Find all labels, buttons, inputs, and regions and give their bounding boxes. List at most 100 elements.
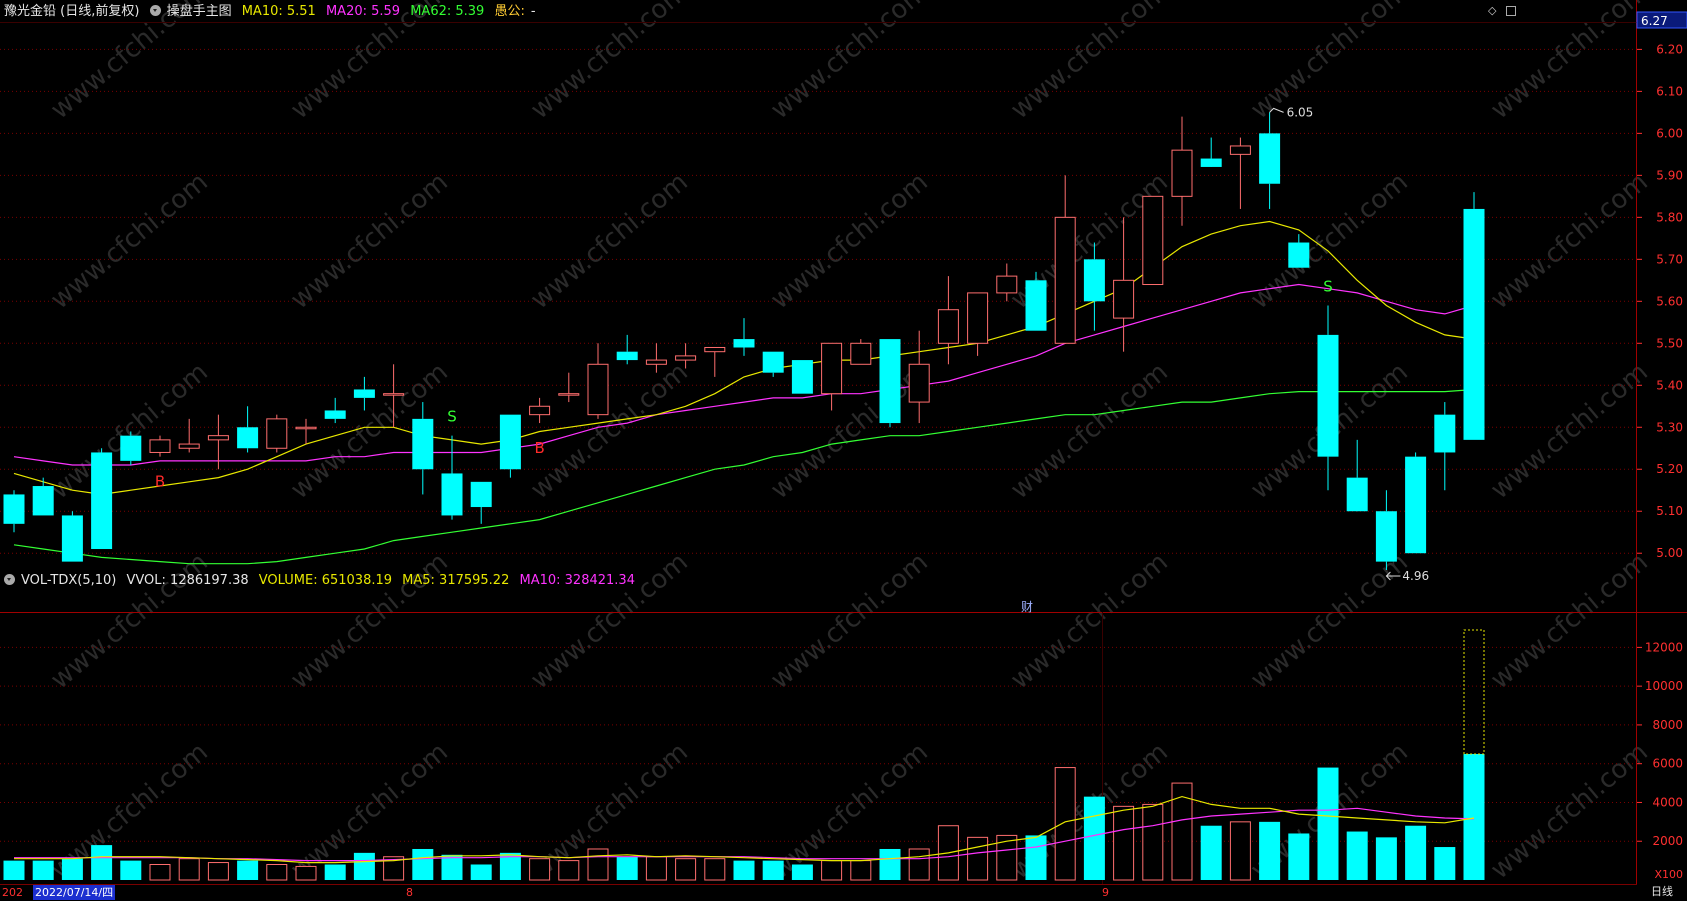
candle bbox=[704, 346, 726, 377]
volume-axis: 12000 10000 8000 6000 4000 2000 X100 bbox=[1637, 640, 1683, 881]
candle bbox=[908, 330, 930, 424]
candle-body bbox=[967, 292, 989, 344]
candle bbox=[1054, 175, 1076, 344]
candle-body bbox=[733, 339, 755, 348]
candle bbox=[324, 397, 346, 424]
volume-bar bbox=[383, 856, 405, 881]
volume-bar bbox=[1346, 831, 1368, 880]
indicator-name[interactable]: 操盘手主图 bbox=[166, 4, 232, 19]
candle bbox=[996, 263, 1018, 302]
volume-bar bbox=[1463, 754, 1485, 880]
extra-label: 愚公: bbox=[494, 4, 525, 19]
volume-grid bbox=[0, 646, 1637, 842]
volume-bar bbox=[616, 856, 638, 880]
price-tick-label: 6.00 bbox=[1656, 126, 1683, 140]
volume-readout: VOLUME: 651038.19 bbox=[258, 573, 393, 588]
candle bbox=[791, 360, 813, 394]
volume-bar bbox=[996, 834, 1018, 881]
candle bbox=[412, 402, 434, 495]
candle bbox=[616, 334, 638, 365]
volume-bar bbox=[295, 865, 317, 881]
ma62-line bbox=[13, 388, 1475, 565]
volume-bar bbox=[91, 845, 113, 880]
volume-bar bbox=[558, 860, 580, 881]
candle-body bbox=[207, 435, 229, 441]
month-sep-label: 9 bbox=[1102, 886, 1109, 899]
moving-average-lines bbox=[13, 220, 1475, 565]
candle bbox=[1288, 234, 1310, 268]
price-tick-label: 5.20 bbox=[1656, 462, 1683, 476]
candle-body bbox=[499, 414, 521, 470]
price-tick-label: 5.50 bbox=[1656, 336, 1683, 350]
volume-bar bbox=[1142, 803, 1164, 881]
ma20-line bbox=[13, 283, 1475, 466]
candle-body bbox=[529, 405, 551, 416]
volume-bar bbox=[1025, 835, 1047, 880]
year-fragment: 202 bbox=[2, 886, 23, 899]
finance-marker[interactable]: 财 bbox=[1021, 600, 1034, 614]
candle bbox=[3, 490, 25, 533]
candle-body bbox=[937, 309, 959, 344]
candle-body bbox=[120, 435, 142, 461]
volume-panel-header: VOL-TDX(5,10) VVOL: 1286197.38 VOLUME: 6… bbox=[4, 570, 641, 592]
volume-tick-label: 10000 bbox=[1645, 679, 1683, 693]
candle bbox=[207, 414, 229, 470]
price-tick-label: 5.60 bbox=[1656, 294, 1683, 308]
diamond-icon[interactable]: ◇ bbox=[1488, 4, 1497, 17]
candle-body bbox=[295, 426, 317, 430]
low-label: 4.96 bbox=[1402, 569, 1429, 583]
volume-ma-lines bbox=[14, 795, 1475, 864]
volume-bar bbox=[441, 854, 463, 880]
stock-title[interactable]: 豫光金铅 (日线,前复权) bbox=[4, 4, 140, 19]
vol-ma10-readout: MA10: 328421.34 bbox=[519, 573, 635, 588]
candle bbox=[120, 431, 142, 466]
projected-volume-box bbox=[1463, 629, 1485, 755]
volume-bar bbox=[908, 848, 930, 881]
candlestick-series bbox=[3, 112, 1485, 571]
period-label[interactable]: 日线 bbox=[1651, 885, 1673, 898]
price-tick-label: 5.80 bbox=[1656, 210, 1683, 224]
volume-unit-label: X100 bbox=[1654, 868, 1683, 881]
candle bbox=[1142, 195, 1164, 286]
price-tick-label: 5.40 bbox=[1656, 378, 1683, 392]
volume-dropdown-icon[interactable] bbox=[4, 574, 15, 585]
price-tick-label: 6.20 bbox=[1656, 42, 1683, 56]
volume-bar bbox=[821, 860, 843, 881]
volume-indicator-name[interactable]: VOL-TDX(5,10) bbox=[21, 573, 117, 588]
volume-tick-label: 2000 bbox=[1652, 834, 1683, 848]
candle bbox=[762, 351, 784, 377]
candle bbox=[441, 435, 463, 520]
candle-body bbox=[383, 393, 405, 396]
maximize-icon[interactable] bbox=[1506, 6, 1516, 16]
volume-bar bbox=[1054, 767, 1076, 881]
candle bbox=[470, 481, 492, 524]
high-arrow bbox=[1269, 107, 1284, 113]
candle-body bbox=[1054, 216, 1076, 344]
candle bbox=[1375, 490, 1397, 571]
indicator-dropdown-icon[interactable] bbox=[149, 5, 161, 16]
vol-ma5-line bbox=[14, 795, 1475, 864]
volume-bar bbox=[879, 848, 901, 880]
price-tick-label: 5.70 bbox=[1656, 252, 1683, 266]
ma10-line bbox=[13, 220, 1475, 496]
candle bbox=[733, 318, 755, 356]
month-aug-label: 8 bbox=[406, 886, 413, 899]
candle-body bbox=[850, 342, 872, 365]
candle-body bbox=[879, 339, 901, 424]
extra-value: - bbox=[530, 4, 536, 19]
candle-body bbox=[178, 443, 200, 449]
candle bbox=[353, 376, 375, 411]
candle bbox=[499, 414, 521, 478]
volume-bar bbox=[733, 860, 755, 880]
candle bbox=[1259, 112, 1281, 209]
candle bbox=[967, 292, 989, 356]
candle bbox=[587, 343, 609, 419]
signal-s: S bbox=[447, 408, 457, 426]
ma62-readout: MA62: 5.39 bbox=[410, 4, 485, 19]
candle-body bbox=[61, 515, 83, 562]
candle-body bbox=[791, 360, 813, 394]
price-tick-label: 5.10 bbox=[1656, 504, 1683, 518]
volume-bar bbox=[1229, 821, 1251, 881]
